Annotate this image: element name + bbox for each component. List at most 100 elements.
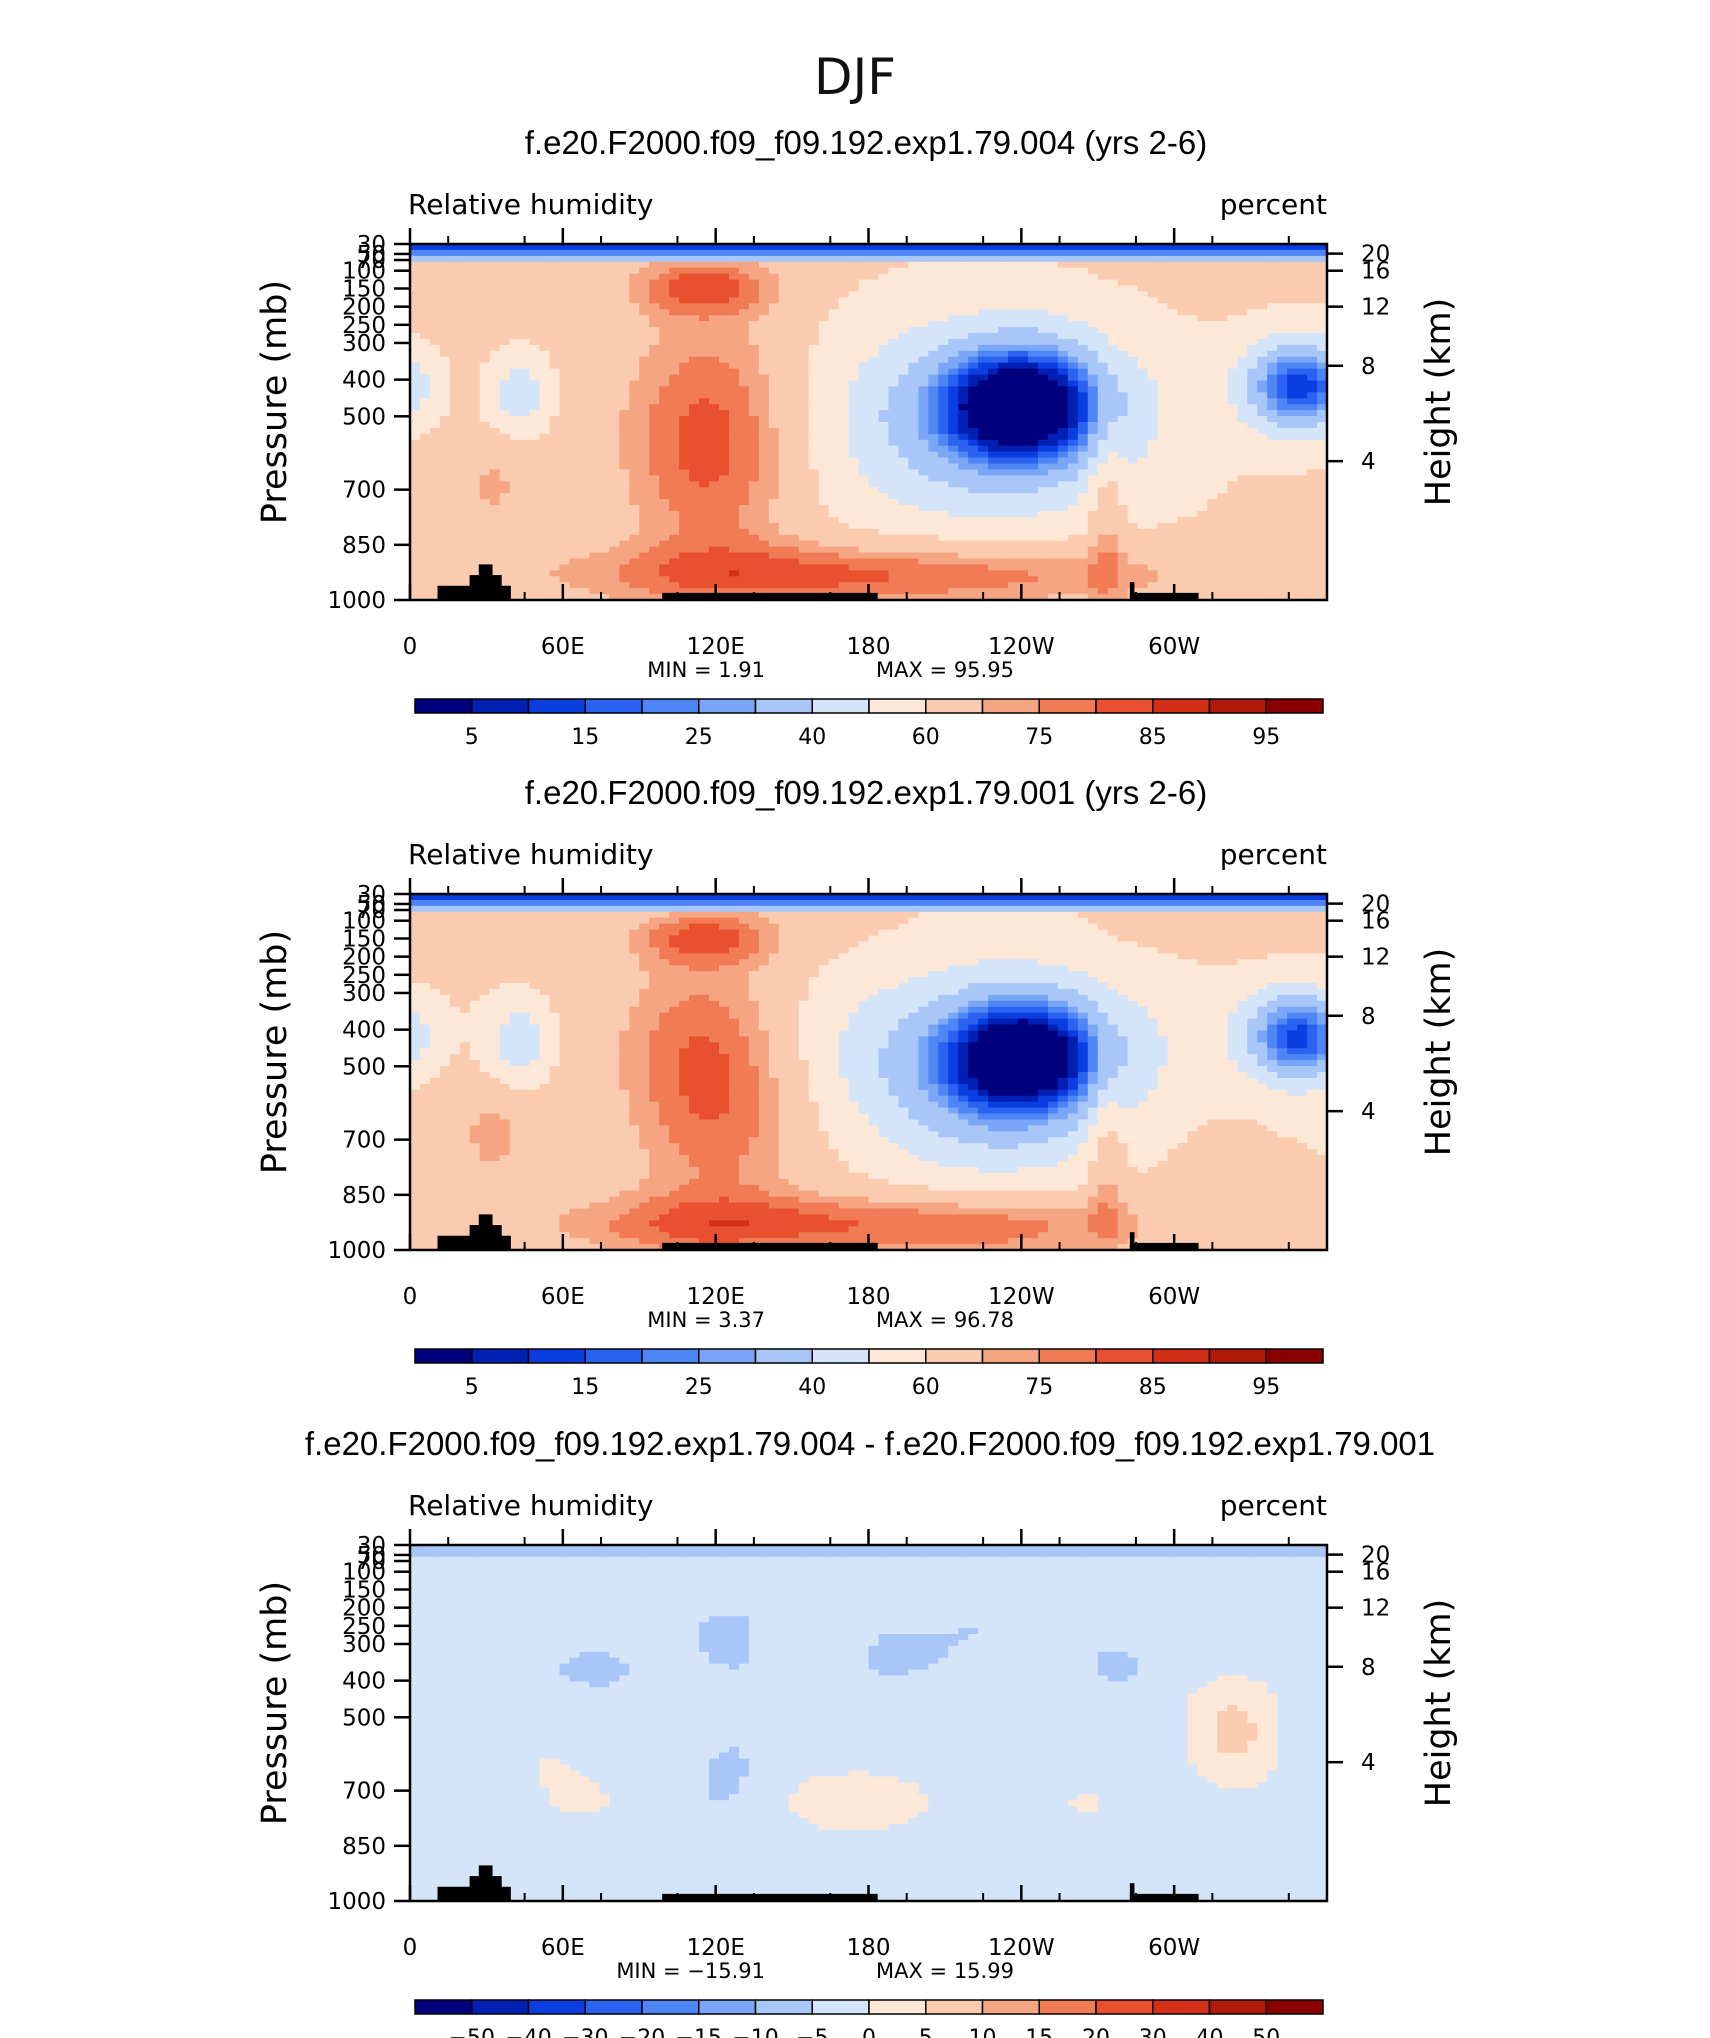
contour-cell: [788, 338, 800, 346]
contour-cell: [1187, 487, 1199, 494]
contour-cell: [1087, 267, 1099, 275]
contour-cell: [449, 244, 461, 251]
contour-cell: [738, 398, 750, 405]
contour-cell: [609, 285, 620, 293]
contour-cell: [649, 273, 660, 281]
contour-cell: [728, 427, 740, 435]
contour-cell: [1057, 398, 1069, 405]
contour-cell: [1137, 261, 1149, 269]
contour-cell: [459, 404, 471, 411]
contour-cell: [1107, 416, 1119, 423]
contour-cell: [410, 416, 421, 423]
contour-cell: [958, 285, 969, 293]
contour-cell: [948, 249, 959, 257]
contour-cell: [758, 404, 770, 411]
contour-cell: [1307, 303, 1318, 310]
contour-cell: [748, 368, 760, 376]
contour-cell: [1307, 445, 1318, 453]
contour-cell: [689, 457, 700, 465]
contour-cell: [479, 416, 491, 423]
contour-cell: [479, 344, 491, 352]
contour-cell: [948, 410, 959, 417]
contour-cell: [1057, 463, 1069, 471]
contour-cell: [948, 422, 959, 429]
contour-cell: [1197, 309, 1208, 316]
contour-cell: [669, 499, 680, 506]
contour-cell: [679, 416, 690, 423]
contour-cell: [1037, 362, 1049, 370]
contour-cell: [1047, 439, 1059, 447]
contour-cell: [539, 303, 551, 310]
contour-cell: [1167, 327, 1179, 334]
contour-cell: [1267, 481, 1278, 488]
contour-cell: [709, 386, 720, 393]
contour-cell: [1317, 552, 1328, 560]
contour-cell: [898, 451, 909, 459]
contour-cell: [808, 309, 820, 316]
contour-cell: [1027, 291, 1039, 298]
contour-cell: [689, 267, 700, 275]
contour-cell: [649, 297, 660, 304]
contour-cell: [748, 285, 760, 293]
contour-cell: [1077, 350, 1089, 358]
contour-cell: [1067, 356, 1079, 364]
contour-cell: [439, 422, 451, 429]
contour-cell: [479, 249, 491, 257]
contour-cell: [429, 552, 441, 560]
contour-cell: [1027, 327, 1039, 334]
contour-cell: [469, 451, 481, 459]
contour-cell: [968, 315, 979, 322]
contour-cell: [778, 315, 790, 322]
contour-cell: [928, 528, 939, 536]
contour-cell: [1157, 321, 1169, 328]
contour-cell: [609, 356, 620, 364]
contour-cell: [1087, 255, 1099, 263]
contour-cell: [1317, 333, 1328, 340]
contour-cell: [619, 303, 630, 310]
contour-cell: [639, 338, 650, 346]
contour-cell: [898, 528, 909, 536]
contour-cell: [1097, 350, 1109, 358]
contour-cell: [1307, 297, 1318, 304]
contour-cell: [569, 564, 581, 571]
contour-cell: [818, 291, 830, 298]
contour-cell: [449, 321, 461, 328]
contour-cell: [748, 439, 760, 447]
contour-cell: [1077, 439, 1089, 447]
contour-cell: [1107, 344, 1119, 352]
contour-cell: [1097, 505, 1109, 512]
contour-cell: [1227, 511, 1238, 518]
contour-cell: [459, 350, 471, 358]
contour-cell: [1217, 416, 1228, 423]
contour-cell: [1018, 356, 1029, 364]
contour-cell: [1317, 297, 1328, 304]
contour-cell: [529, 374, 541, 382]
contour-cell: [1127, 481, 1139, 488]
contour-cell: [738, 273, 750, 281]
contour-cell: [748, 380, 760, 387]
contour-cell: [868, 261, 880, 269]
contour-cell: [589, 427, 600, 435]
contour-cell: [1237, 309, 1248, 316]
contour-cell: [579, 398, 591, 405]
contour-cell: [589, 344, 600, 352]
contour-cell: [619, 392, 630, 399]
contour-cell: [898, 386, 909, 393]
contour-cell: [499, 362, 511, 370]
contour-cell: [998, 398, 1009, 405]
contour-cell: [589, 273, 600, 281]
contour-cell: [429, 244, 441, 251]
contour-cell: [679, 540, 690, 548]
contour-cell: [489, 511, 501, 518]
contour-cell: [958, 546, 969, 554]
contour-cell: [679, 297, 690, 304]
contour-cell: [469, 327, 481, 334]
contour-cell: [1197, 392, 1208, 399]
contour-cell: [679, 558, 690, 565]
contour-cell: [1097, 267, 1109, 275]
contour-cell: [998, 356, 1009, 364]
contour-cell: [838, 558, 850, 565]
contour-cell: [1217, 469, 1228, 476]
contour-cell: [1217, 362, 1228, 370]
contour-cell: [1277, 344, 1288, 352]
